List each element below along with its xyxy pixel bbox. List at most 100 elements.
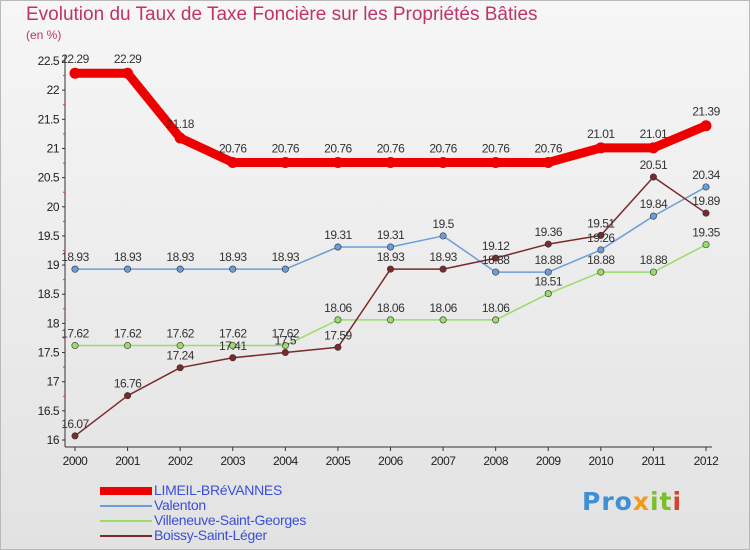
data-label: 20.51: [640, 158, 668, 172]
data-label: 18.93: [114, 250, 142, 264]
y-tick-label: 18: [47, 316, 60, 330]
data-label: 17.62: [114, 327, 142, 341]
data-point: [281, 342, 289, 350]
x-tick-label: 2008: [483, 454, 509, 468]
y-axis-unit: (en %): [26, 28, 62, 42]
y-tick-label: 21.5: [38, 112, 60, 126]
data-label: 19.51: [587, 216, 615, 230]
x-tick-label: 2007: [431, 454, 457, 468]
x-tick-label: 2005: [326, 454, 352, 468]
proxiti-logo: Proxiti: [582, 487, 682, 516]
data-point: [702, 183, 710, 191]
logo-text-part: it: [649, 487, 673, 516]
data-label: 17.41: [219, 339, 247, 353]
data-point: [334, 343, 342, 351]
data-label: 19.84: [640, 197, 668, 211]
data-point: [439, 265, 447, 273]
data-label: 18.93: [166, 250, 194, 264]
x-tick-label: 2002: [168, 454, 194, 468]
data-label: 19.36: [534, 225, 562, 239]
data-point: [334, 243, 342, 251]
x-tick-label: 2012: [694, 454, 720, 468]
data-label: 18.06: [324, 301, 352, 315]
data-label: 17.5: [275, 334, 297, 348]
data-label: 18.88: [482, 253, 510, 267]
data-label: 18.51: [534, 275, 562, 289]
data-label: 19.5: [432, 217, 454, 231]
data-point: [69, 67, 81, 79]
data-label: 21.01: [587, 127, 615, 141]
data-label: 18.93: [377, 250, 405, 264]
data-label: 16.76: [114, 377, 142, 391]
data-label: 18.93: [219, 250, 247, 264]
data-point: [649, 173, 657, 181]
data-label: 17.62: [61, 327, 89, 341]
data-label: 19.26: [587, 231, 615, 245]
data-point: [385, 156, 396, 168]
data-point: [542, 156, 554, 168]
x-tick-label: 2003: [220, 454, 246, 468]
data-point: [437, 156, 449, 168]
data-point: [386, 316, 394, 324]
data-point: [386, 265, 394, 273]
data-point: [281, 265, 289, 273]
data-point: [492, 268, 500, 276]
data-label: 21.39: [692, 105, 720, 119]
data-point: [227, 156, 239, 168]
data-point: [492, 316, 500, 324]
data-point: [595, 142, 607, 154]
y-tick-label: 20.5: [38, 171, 60, 185]
data-label: 16.07: [61, 417, 89, 431]
x-tick-label: 2010: [588, 454, 614, 468]
legend-swatch: [100, 520, 152, 522]
data-label: 17.62: [219, 327, 247, 341]
data-point: [647, 142, 659, 154]
x-tick-label: 2011: [642, 454, 667, 468]
data-label: 18.93: [272, 250, 300, 264]
legend-swatch: [100, 487, 152, 495]
chart-title: Evolution du Taux de Taxe Foncière sur l…: [26, 4, 538, 25]
data-point: [124, 342, 132, 350]
legend-swatch: [100, 535, 152, 537]
data-label: 20.76: [429, 141, 457, 155]
data-point: [702, 209, 710, 217]
data-label: 18.06: [377, 301, 405, 315]
data-point: [174, 132, 186, 144]
data-point: [700, 120, 712, 132]
data-point: [229, 342, 237, 350]
y-tick-label: 19.5: [38, 229, 60, 243]
logo-text-part: i: [672, 487, 683, 516]
data-label: 17.24: [166, 349, 194, 363]
data-point: [124, 265, 132, 273]
data-label: 17.62: [272, 327, 300, 341]
data-label: 20.76: [324, 141, 352, 155]
y-tick-label: 16: [47, 433, 60, 447]
legend-label: Boissy-Saint-Léger: [154, 527, 267, 543]
data-label: 18.88: [587, 253, 615, 267]
data-point: [439, 316, 447, 324]
data-point: [71, 432, 79, 440]
data-label: 19.31: [324, 228, 352, 242]
data-point: [649, 212, 657, 220]
data-point: [544, 268, 552, 276]
data-point: [229, 265, 237, 273]
data-point: [597, 231, 605, 239]
legend-label: LIMEIL-BRéVANNES: [154, 482, 282, 498]
data-label: 18.88: [640, 253, 668, 267]
y-tick-label: 16.5: [38, 404, 60, 418]
y-tick-label: 17.5: [38, 346, 60, 360]
data-label: 20.34: [692, 168, 720, 182]
data-label: 18.88: [534, 253, 562, 267]
y-tick-label: 17: [47, 375, 60, 389]
data-point: [490, 156, 502, 168]
data-label: 21.18: [166, 117, 194, 131]
data-label: 18.93: [61, 250, 89, 264]
x-tick-label: 2000: [63, 454, 89, 468]
data-label: 19.35: [692, 226, 720, 240]
data-label: 20.76: [482, 141, 510, 155]
data-point: [597, 268, 605, 276]
data-point: [279, 156, 291, 168]
y-tick-label: 22: [47, 83, 60, 97]
data-label: 18.93: [429, 250, 457, 264]
